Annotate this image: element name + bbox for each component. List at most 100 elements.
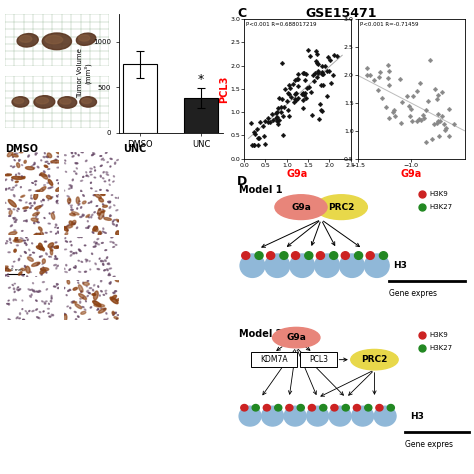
Ellipse shape: [32, 310, 34, 311]
Ellipse shape: [56, 284, 57, 285]
Ellipse shape: [17, 245, 18, 246]
Ellipse shape: [116, 225, 118, 227]
Ellipse shape: [57, 167, 59, 168]
Ellipse shape: [43, 267, 44, 268]
Ellipse shape: [13, 218, 14, 219]
Ellipse shape: [19, 313, 20, 315]
Y-axis label: Tumor Volume
(mm³): Tumor Volume (mm³): [77, 48, 91, 99]
Ellipse shape: [30, 207, 31, 209]
Ellipse shape: [73, 253, 75, 254]
Point: [266, 118, 274, 126]
Ellipse shape: [101, 193, 105, 195]
Text: PRC2: PRC2: [328, 203, 355, 211]
Ellipse shape: [22, 164, 23, 165]
Ellipse shape: [85, 160, 87, 162]
Ellipse shape: [79, 35, 90, 41]
Ellipse shape: [49, 316, 51, 317]
Text: 1.0 mm: 1.0 mm: [8, 268, 23, 272]
Ellipse shape: [5, 179, 7, 181]
Ellipse shape: [108, 263, 109, 264]
Ellipse shape: [90, 307, 91, 308]
Text: H3: H3: [410, 411, 424, 420]
Ellipse shape: [22, 274, 24, 276]
Ellipse shape: [98, 218, 99, 219]
Ellipse shape: [80, 97, 97, 107]
Point: [303, 84, 311, 92]
Point: [302, 94, 310, 101]
Ellipse shape: [5, 275, 7, 276]
Ellipse shape: [14, 221, 16, 222]
Ellipse shape: [70, 205, 73, 206]
Ellipse shape: [100, 291, 102, 292]
Circle shape: [308, 404, 316, 411]
Ellipse shape: [38, 243, 43, 250]
Ellipse shape: [62, 226, 68, 231]
Ellipse shape: [113, 246, 115, 247]
Ellipse shape: [105, 260, 106, 262]
Ellipse shape: [65, 160, 66, 161]
Ellipse shape: [114, 317, 118, 319]
Ellipse shape: [78, 316, 79, 317]
Ellipse shape: [105, 250, 107, 251]
Ellipse shape: [81, 291, 82, 292]
Ellipse shape: [93, 195, 95, 196]
Ellipse shape: [20, 289, 21, 290]
Circle shape: [379, 252, 387, 259]
Ellipse shape: [315, 195, 367, 219]
Point: [255, 134, 263, 142]
Point: [329, 72, 337, 79]
Ellipse shape: [42, 248, 45, 251]
Ellipse shape: [64, 268, 65, 269]
Ellipse shape: [44, 302, 46, 303]
Ellipse shape: [64, 313, 66, 315]
Circle shape: [280, 252, 288, 259]
Ellipse shape: [73, 287, 77, 290]
Ellipse shape: [97, 238, 99, 240]
Point: [433, 119, 441, 127]
Point: [292, 95, 299, 103]
Ellipse shape: [56, 150, 59, 154]
Text: G9a: G9a: [291, 203, 311, 211]
Ellipse shape: [33, 167, 35, 169]
Ellipse shape: [107, 318, 108, 319]
Ellipse shape: [70, 289, 71, 291]
Point: [285, 91, 292, 98]
Ellipse shape: [37, 210, 38, 211]
Ellipse shape: [47, 153, 52, 158]
Circle shape: [339, 254, 365, 277]
Point: [419, 111, 427, 118]
Point: [308, 111, 316, 118]
Ellipse shape: [48, 243, 54, 247]
Ellipse shape: [71, 207, 72, 208]
Ellipse shape: [89, 288, 91, 289]
Ellipse shape: [63, 288, 65, 289]
Point: [262, 140, 269, 148]
Ellipse shape: [73, 301, 77, 303]
Ellipse shape: [84, 271, 86, 272]
Point: [391, 112, 399, 120]
Point: [371, 76, 378, 84]
Point: [324, 92, 331, 100]
Ellipse shape: [33, 252, 35, 253]
Ellipse shape: [90, 168, 92, 169]
Point: [250, 141, 258, 149]
Ellipse shape: [55, 258, 57, 259]
Ellipse shape: [106, 172, 108, 173]
Ellipse shape: [51, 314, 52, 316]
Ellipse shape: [80, 217, 82, 218]
Ellipse shape: [48, 200, 49, 201]
Ellipse shape: [18, 289, 20, 291]
Ellipse shape: [70, 251, 72, 252]
Ellipse shape: [9, 232, 17, 235]
Ellipse shape: [33, 164, 35, 165]
Point: [292, 91, 299, 98]
Ellipse shape: [115, 291, 117, 292]
Ellipse shape: [70, 185, 73, 186]
Ellipse shape: [87, 221, 88, 222]
Ellipse shape: [68, 203, 70, 204]
Text: H3K27: H3K27: [429, 204, 452, 210]
Text: GSE15471: GSE15471: [306, 7, 377, 20]
Ellipse shape: [72, 155, 74, 157]
Ellipse shape: [110, 241, 112, 242]
Ellipse shape: [94, 226, 98, 231]
